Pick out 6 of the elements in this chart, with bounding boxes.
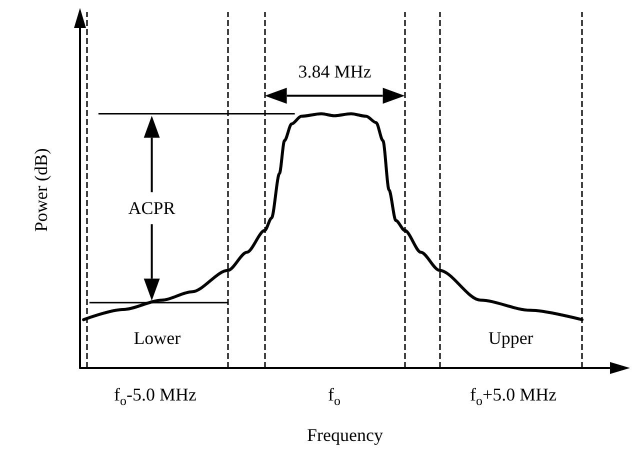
y-axis-title: Power (dB) xyxy=(31,148,51,232)
annotation: Lower xyxy=(134,328,181,348)
annotation: Upper xyxy=(488,328,534,348)
x-axis-title: Frequency xyxy=(307,425,383,445)
annotation: ACPR xyxy=(128,198,176,218)
text: 3.84 MHz xyxy=(298,62,372,82)
